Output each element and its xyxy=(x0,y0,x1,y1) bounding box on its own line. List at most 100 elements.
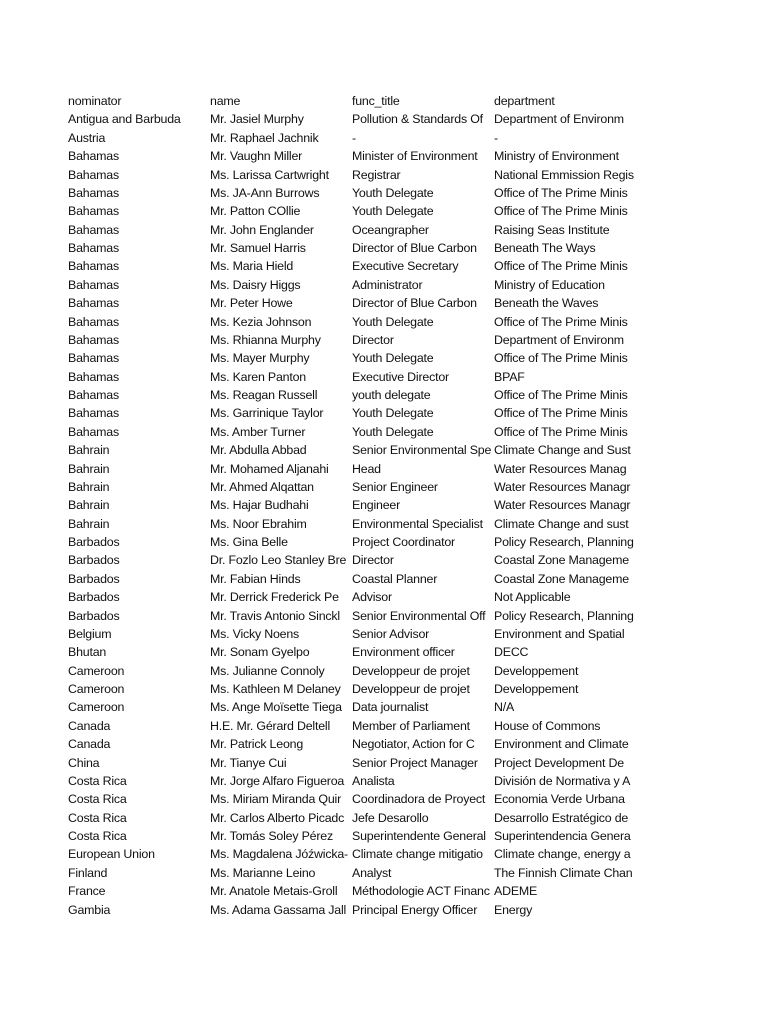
table-row: France Mr. Anatole Metais-Groll Méthodolog… xyxy=(68,882,636,900)
table-row: Bahamas Ms. Mayer Murphy Youth Delegate Off… xyxy=(68,349,636,367)
table-row: Belgium Ms. Vicky Noens Senior Advisor Envi… xyxy=(68,625,636,643)
department-cell: Developpement xyxy=(494,663,579,678)
nominator-cell: France xyxy=(68,884,106,899)
nominator-cell: Bahamas xyxy=(68,277,119,292)
table-row: Bahrain Mr. Abdulla Abbad Senior Environme… xyxy=(68,441,636,459)
func-title-cell: Director of Blue Carbon xyxy=(352,241,477,255)
func-title-cell: Senior Project Manager xyxy=(352,755,478,770)
department-cell: Policy Research, Planning xyxy=(494,535,634,549)
func-title-cell: Jefe Desarollo xyxy=(352,810,429,825)
nominator-cell: Bahamas xyxy=(68,259,119,274)
name-cell: Mr. Carlos Alberto Picadc xyxy=(210,810,345,825)
func-title-cell: Executive Director xyxy=(352,369,449,384)
table-row: Bhutan Mr. Sonam Gyelpo Environment office… xyxy=(68,643,636,661)
department-cell: Office of The Prime Minis xyxy=(494,388,628,402)
name-cell: Ms. Larissa Cartwright xyxy=(210,167,329,182)
table-row: Antigua and Barbuda Mr. Jasiel Murphy Poll… xyxy=(68,110,636,128)
department-cell: Superintendencia Genera xyxy=(494,829,631,843)
department-cell: N/A xyxy=(494,700,515,715)
department-cell: Office of The Prime Minis xyxy=(494,314,628,329)
nominator-cell: Bhutan xyxy=(68,645,107,660)
name-cell: Ms. Magdalena Jóźwicka- xyxy=(210,847,348,862)
table-row: Bahamas Mr. Samuel Harris Director of Blue… xyxy=(68,239,636,257)
name-cell: Ms. Adama Gassama Jall xyxy=(210,902,347,917)
name-cell: Ms. Mayer Murphy xyxy=(210,351,310,366)
nominator-cell: Bahamas xyxy=(68,424,119,439)
func-title-cell: Negotiator, Action for C xyxy=(352,737,475,752)
table-row: Barbados Ms. Gina Belle Project Coordinato… xyxy=(68,533,636,551)
func-title-cell: Head xyxy=(352,461,381,476)
name-cell: Mr. Tomás Soley Pérez xyxy=(210,829,333,843)
table-row: Bahamas Ms. Amber Turner Youth Delegate Off… xyxy=(68,423,636,441)
func-title-cell: Youth Delegate xyxy=(352,351,434,366)
department-cell: Water Resources Managr xyxy=(494,498,631,513)
table-row: European Union Ms. Magdalena Jóźwicka- Cli… xyxy=(68,845,636,863)
func-title-cell: Executive Secretary xyxy=(352,259,459,274)
nominator-cell: Costa Rica xyxy=(68,792,127,807)
department-cell: Beneath the Waves xyxy=(494,296,599,311)
table-row: Bahamas Ms. Garrinique Taylor Youth Delega… xyxy=(68,404,636,422)
func-title-cell: Coordinadora de Proyect xyxy=(352,792,486,807)
department-cell: Environment and Spatial xyxy=(494,626,625,641)
nominator-cell: Bahamas xyxy=(68,314,119,329)
name-cell: Mr. Jorge Alfaro Figueroa xyxy=(210,773,345,788)
nominator-cell: Bahrain xyxy=(68,443,110,458)
name-cell: Mr. John Englander xyxy=(210,222,314,237)
department-cell: Climate Change and Sust xyxy=(494,443,631,458)
name-cell: Mr. Patrick Leong xyxy=(210,737,304,752)
department-cell: Project Development De xyxy=(494,755,624,770)
header-department: department xyxy=(494,94,555,108)
func-title-cell: Administrator xyxy=(352,277,423,292)
nominator-cell: Gambia xyxy=(68,902,111,917)
department-cell: Office of The Prime Minis xyxy=(494,185,628,200)
func-title-cell: Analista xyxy=(352,773,395,788)
nominator-cell: Cameroon xyxy=(68,700,125,715)
table-row: Bahamas Ms. JA-Ann Burrows Youth Delegate O… xyxy=(68,184,636,202)
name-cell: Mr. Travis Antonio Sinckl xyxy=(210,608,340,623)
table-row: Bahamas Mr. John Englander Oceangrapher Rai… xyxy=(68,221,636,239)
department-cell: Beneath The Ways xyxy=(494,241,596,255)
department-cell: The Finnish Climate Chan xyxy=(494,865,633,880)
department-cell: Water Resources Managr xyxy=(494,479,631,494)
table-row: Cameroon Ms. Kathleen M Delaney Developpeu… xyxy=(68,680,636,698)
nominator-cell: Bahrain xyxy=(68,516,110,531)
department-cell: División de Normativa y A xyxy=(494,773,631,788)
name-cell: Ms. Kathleen M Delaney xyxy=(210,682,341,696)
func-title-cell: Oceangrapher xyxy=(352,222,429,237)
name-cell: Mr. Tianye Cui xyxy=(210,755,287,770)
nominator-cell: Antigua and Barbuda xyxy=(68,112,181,127)
name-cell: Mr. Sonam Gyelpo xyxy=(210,645,310,660)
func-title-cell: Pollution & Standards Of xyxy=(352,112,483,127)
name-cell: Mr. Jasiel Murphy xyxy=(210,112,304,127)
nominator-cell: Bahamas xyxy=(68,388,119,402)
func-title-cell: Coastal Planner xyxy=(352,571,438,586)
func-title-cell: Superintendente General xyxy=(352,829,486,843)
table-row: Bahamas Mr. Vaughn Miller Minister of Envi… xyxy=(68,147,636,165)
table-row: Bahrain Mr. Ahmed Alqattan Senior Engineer… xyxy=(68,478,636,496)
name-cell: Ms. Julianne Connoly xyxy=(210,663,325,678)
name-cell: Ms. Kezia Johnson xyxy=(210,314,312,329)
department-cell: Department of Environm xyxy=(494,112,624,127)
nominator-cell: Bahamas xyxy=(68,204,119,219)
table-row: Bahrain Ms. Hajar Budhahi Engineer Water Re… xyxy=(68,496,636,514)
name-cell: Ms. Hajar Budhahi xyxy=(210,498,309,513)
nominator-cell: Canada xyxy=(68,718,111,733)
table-row: Bahamas Ms. Larissa Cartwright Registrar Na… xyxy=(68,166,636,184)
name-cell: Mr. Samuel Harris xyxy=(210,241,306,255)
department-cell: National Emmission Regis xyxy=(494,167,634,182)
func-title-cell: Principal Energy Officer xyxy=(352,902,478,917)
table-row: Barbados Mr. Travis Antonio Sinckl Senior … xyxy=(68,607,636,625)
nominator-cell: Bahamas xyxy=(68,332,119,347)
func-title-cell: Youth Delegate xyxy=(352,185,434,200)
department-cell: Climate Change and sust xyxy=(494,516,629,531)
table-row: Barbados Mr. Fabian Hinds Coastal Planner C… xyxy=(68,570,636,588)
name-cell: Ms. Miriam Miranda Quir xyxy=(210,792,342,807)
department-cell: Coastal Zone Manageme xyxy=(494,553,629,568)
department-cell: Desarrollo Estratégico de xyxy=(494,810,629,825)
nominator-cell: Costa Rica xyxy=(68,829,127,843)
name-cell: Ms. Vicky Noens xyxy=(210,626,300,641)
department-cell: Environment and Climate xyxy=(494,737,629,752)
department-cell: DECC xyxy=(494,645,529,660)
table-row: Austria Mr. Raphael Jachnik - - xyxy=(68,129,636,147)
table-row: Bahamas Mr. Patton COllie Youth Delegate Of… xyxy=(68,202,636,220)
